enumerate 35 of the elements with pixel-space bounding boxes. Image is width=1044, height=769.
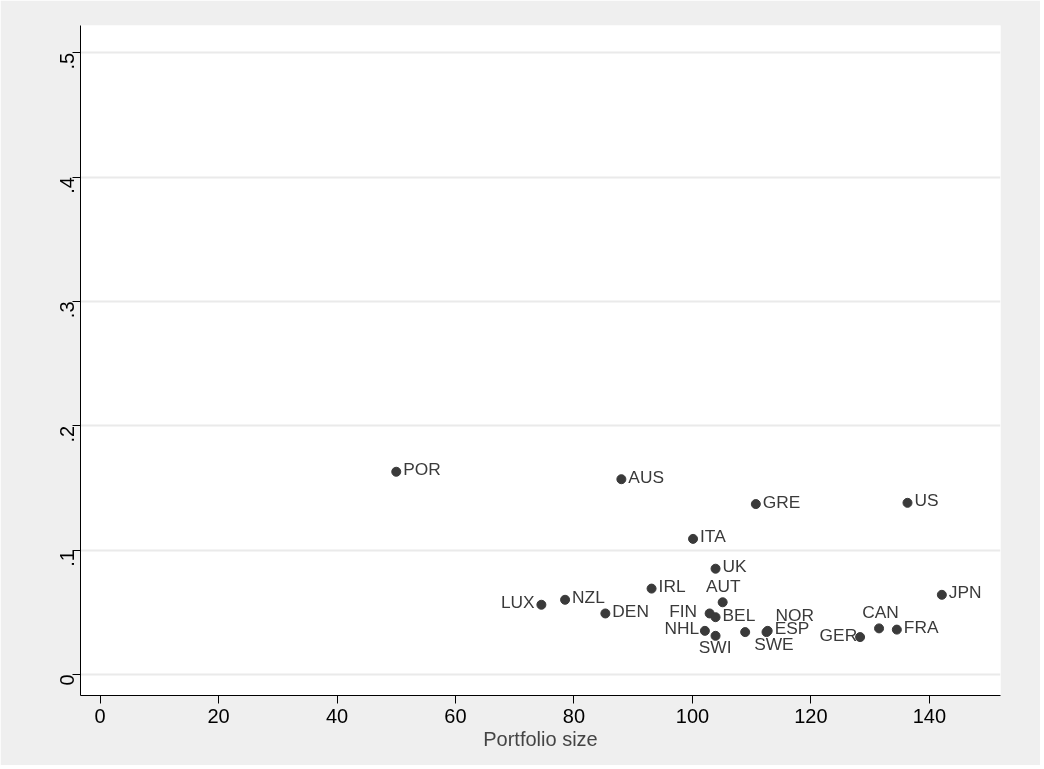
data-label: SWI — [698, 636, 732, 657]
y-tick-label: .5 — [56, 52, 79, 70]
x-axis-title: Portfolio size — [483, 727, 598, 750]
x-tick-label: 80 — [562, 704, 586, 727]
y-tick-label: 0 — [56, 674, 79, 686]
data-label: NZL — [572, 587, 606, 608]
data-label: SWE — [754, 634, 794, 655]
data-label: POR — [403, 459, 441, 480]
data-label: US — [914, 490, 939, 511]
data-label: DEN — [612, 600, 649, 621]
x-tick-label: 60 — [444, 704, 467, 727]
data-label: FRA — [903, 617, 939, 638]
x-tick-label: 20 — [207, 704, 230, 727]
data-label: CAN — [862, 602, 899, 623]
data-label: ITA — [700, 526, 727, 547]
data-label: LUX — [500, 592, 536, 613]
data-label: JPN — [948, 582, 982, 603]
y-tick-label: .3 — [56, 301, 79, 319]
y-tick-label: .1 — [56, 550, 79, 567]
data-label: FIN — [669, 600, 698, 621]
x-tick-label: 0 — [94, 704, 106, 727]
y-tick-label: .2 — [56, 425, 79, 443]
data-label: BEL — [722, 604, 756, 625]
x-tick-label: 100 — [675, 704, 710, 727]
y-tick-label: .4 — [56, 177, 79, 194]
data-label: UK — [722, 556, 748, 577]
x-tick-label: 120 — [794, 704, 828, 727]
x-tick-label: 40 — [325, 704, 349, 727]
data-label: GRE — [762, 491, 801, 512]
x-tick-label: 140 — [912, 704, 947, 727]
data-label: NHL — [664, 618, 700, 639]
data-label: AUS — [628, 466, 664, 487]
data-label: GER — [819, 624, 858, 645]
data-label: IRL — [658, 576, 686, 597]
data-label: AUT — [705, 576, 741, 597]
